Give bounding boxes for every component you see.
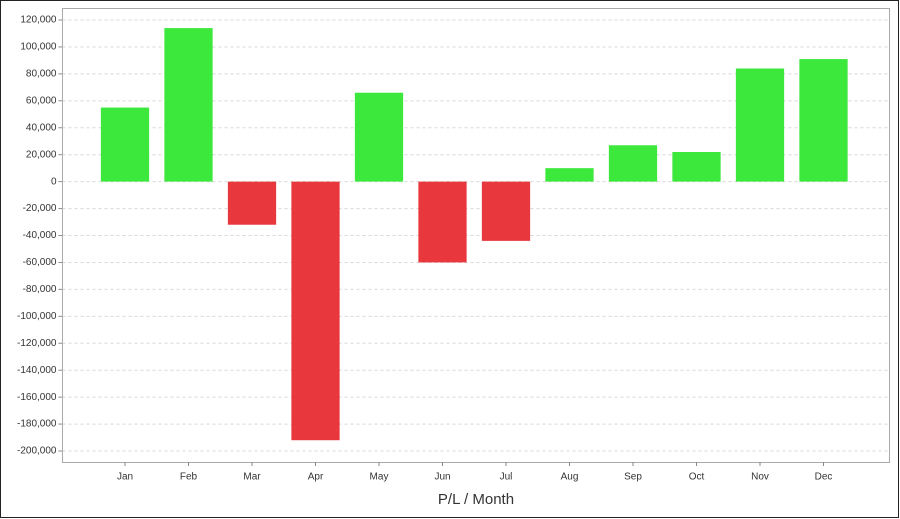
bar xyxy=(418,181,467,263)
bar xyxy=(799,59,848,182)
x-tick-label: Sep xyxy=(624,472,642,483)
y-tick-label: 40,000 xyxy=(26,122,57,133)
y-tick-label: -160,000 xyxy=(17,392,57,403)
x-tick-label: Oct xyxy=(689,472,705,483)
x-axis-label: P/L / Month xyxy=(438,491,514,508)
x-tick-label: Jan xyxy=(117,472,133,483)
y-tick-label: 100,000 xyxy=(20,42,57,53)
y-tick-label: -80,000 xyxy=(23,284,57,295)
bar xyxy=(545,168,594,182)
x-tick-label: Apr xyxy=(308,472,324,483)
y-tick-label: -120,000 xyxy=(17,338,57,349)
bar xyxy=(164,28,213,182)
bar xyxy=(608,145,658,182)
bar xyxy=(354,92,404,182)
y-tick-label: -20,000 xyxy=(23,203,57,214)
x-tick-label: May xyxy=(370,472,389,483)
y-tick-label: 20,000 xyxy=(26,149,57,160)
x-tick-label: Mar xyxy=(243,472,261,483)
bar xyxy=(481,181,531,241)
y-tick-label: -40,000 xyxy=(23,230,57,241)
y-tick-label: 120,000 xyxy=(20,15,57,26)
y-tick-label: -180,000 xyxy=(17,419,57,430)
y-tick-label: 80,000 xyxy=(26,69,57,80)
bar xyxy=(100,107,150,182)
y-tick-label: -60,000 xyxy=(23,257,57,268)
y-tick-label: -100,000 xyxy=(17,311,57,322)
x-tick-label: Jun xyxy=(434,472,450,483)
y-tick-label: -140,000 xyxy=(17,365,57,376)
x-tick-label: Nov xyxy=(751,472,769,483)
x-tick-label: Dec xyxy=(815,472,833,483)
bar xyxy=(672,151,721,182)
x-tick-label: Jul xyxy=(500,472,513,483)
bar xyxy=(227,181,277,225)
y-tick-label: 0 xyxy=(51,176,57,187)
bar xyxy=(291,181,340,441)
y-tick-label: -200,000 xyxy=(17,446,57,457)
bar xyxy=(735,68,785,182)
x-tick-label: Feb xyxy=(180,472,198,483)
y-tick-label: 60,000 xyxy=(26,95,57,106)
x-tick-label: Aug xyxy=(561,472,579,483)
